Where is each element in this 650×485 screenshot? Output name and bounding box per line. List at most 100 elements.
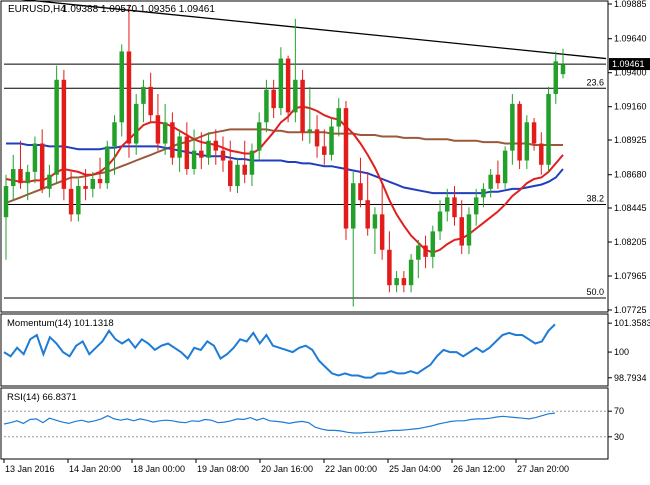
- candle-body: [423, 245, 428, 257]
- candle-body: [170, 122, 175, 158]
- candle-body: [510, 103, 515, 151]
- candle-body: [126, 51, 132, 144]
- x-tick-label: 26 Jan 12:00: [453, 464, 505, 474]
- candle-body: [473, 197, 479, 215]
- x-tick-label: 27 Jan 20:00: [517, 464, 569, 474]
- candle-body: [54, 79, 59, 175]
- momentum-tick-label: 101.3583: [614, 318, 650, 328]
- axis-layer: 1.09885 1.09640 1.09400 1.09160 1.08925 1.086…: [3, 0, 650, 474]
- last-price-badge: [609, 58, 650, 71]
- candle-body: [39, 143, 45, 189]
- candle-body: [531, 122, 537, 144]
- x-tick-label: 22 Jan 00:00: [325, 464, 377, 474]
- candle-body: [278, 58, 284, 109]
- header-symbol: EURUSD,H4: [8, 4, 66, 15]
- candle-body: [300, 79, 305, 133]
- candle-body: [387, 249, 392, 286]
- candle-body: [83, 186, 88, 189]
- sma-fast-line: [5, 105, 564, 254]
- candle-body: [445, 197, 450, 212]
- candle-body: [25, 171, 30, 184]
- momentum-layer: [3, 323, 556, 379]
- candle-body: [213, 140, 219, 151]
- header-ohlc: 1.09388 1.09570 1.09356 1.09461: [62, 4, 215, 15]
- candle-body: [256, 122, 262, 151]
- candle-body: [155, 115, 161, 144]
- candle-body: [517, 103, 522, 161]
- rsi-tick-label: 30: [614, 432, 624, 442]
- candle-body: [553, 61, 559, 94]
- candle-body: [220, 150, 226, 161]
- candle-body: [3, 186, 9, 218]
- fib-label: 50.0: [586, 287, 604, 297]
- candle-body: [452, 197, 457, 218]
- price-tick-label: 1.07965: [614, 271, 647, 281]
- fib-label: 23.6: [586, 77, 604, 87]
- price-panel-frame: [0, 0, 609, 313]
- x-tick-label: 19 Jan 08:00: [197, 464, 249, 474]
- rsi-tick-label: 70: [614, 406, 624, 416]
- candle-body: [495, 174, 501, 184]
- candle-body: [242, 164, 247, 175]
- candle-body: [459, 217, 464, 246]
- candle-body: [10, 169, 16, 187]
- candle-body: [249, 150, 255, 175]
- candle-body: [358, 183, 363, 201]
- candle-body: [401, 278, 407, 286]
- x-tick-label: 14 Jan 20:00: [69, 464, 121, 474]
- candle-body: [466, 214, 472, 246]
- x-tick-label: 13 Jan 2016: [5, 464, 55, 474]
- fib-label: 38.2: [586, 193, 604, 203]
- rsi-line: [3, 412, 556, 434]
- candle-body: [379, 214, 385, 250]
- trendline: [21, 0, 607, 60]
- candle-body: [408, 259, 414, 286]
- candle-body: [112, 122, 117, 147]
- candle-body: [119, 51, 124, 123]
- candle-body: [47, 174, 52, 189]
- momentum-tick-label: 98.7934: [614, 373, 647, 383]
- price-tick-label: 1.09885: [614, 0, 647, 9]
- candle-body: [133, 103, 139, 144]
- x-tick-label: 20 Jan 16:00: [261, 464, 313, 474]
- momentum-tick-label: 100: [614, 347, 629, 357]
- price-layer: 23.6 38.2 50.0: [3, 0, 607, 307]
- price-tick-label: 1.08680: [614, 170, 647, 180]
- candle-body: [372, 214, 378, 229]
- candle-body: [141, 86, 146, 104]
- momentum-panel-frame: [0, 313, 609, 387]
- candle-body: [539, 143, 544, 165]
- price-tick-label: 1.08925: [614, 135, 647, 145]
- candle-body: [32, 143, 38, 172]
- price-tick-label: 1.09640: [614, 34, 647, 44]
- price-tick-label: 1.09400: [614, 68, 647, 78]
- candle-body: [350, 183, 356, 229]
- price-tick-label: 1.08205: [614, 237, 647, 247]
- candle-body: [329, 126, 334, 155]
- candle-body: [437, 211, 443, 232]
- candle-body: [90, 178, 96, 189]
- candle-body: [191, 150, 197, 170]
- rsi-title: RSI(14) 66.8371: [7, 392, 77, 403]
- candle-body: [314, 129, 320, 147]
- candle-body: [488, 174, 493, 189]
- momentum-title: Momentum(14) 101.1318: [7, 318, 114, 329]
- candle-body: [68, 188, 74, 215]
- rsi-layer: [3, 410, 606, 438]
- candle-body: [343, 108, 349, 229]
- last-price-label: 1.09461: [612, 59, 645, 69]
- candle-body: [162, 122, 168, 144]
- price-tick-label: 1.07725: [614, 305, 647, 315]
- sma-slow-line: [5, 128, 563, 204]
- candle-body: [336, 108, 341, 127]
- candle-body: [199, 150, 204, 158]
- sma-mid-line: [6, 142, 564, 195]
- momentum-line: [3, 323, 556, 379]
- candle-body: [365, 200, 370, 229]
- candle-body: [430, 231, 436, 257]
- candle-body: [18, 169, 23, 184]
- price-tick-label: 1.09160: [614, 102, 647, 112]
- candle-body: [560, 64, 566, 75]
